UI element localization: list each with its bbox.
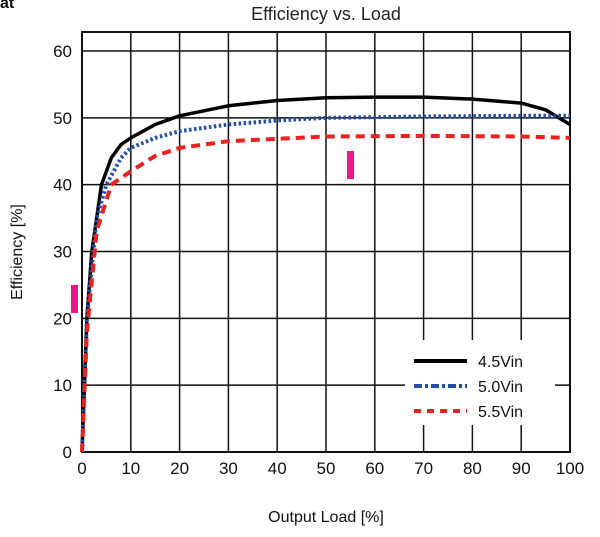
y-tick-label: 10	[53, 376, 72, 395]
series-lines	[80, 95, 571, 453]
x-tick-label: 100	[556, 459, 584, 478]
x-tick-label: 0	[77, 459, 86, 478]
legend-label: 5.5Vin	[478, 404, 523, 421]
x-tick-label: 40	[268, 459, 287, 478]
x-tick-label: 70	[414, 459, 433, 478]
y-tick-label: 60	[53, 42, 72, 61]
x-tick-label: 10	[121, 459, 140, 478]
y-tick-label: 20	[53, 309, 72, 328]
y-tick-label: 30	[53, 243, 72, 262]
y-tick-label: 50	[53, 109, 72, 128]
y-tick-label: 0	[63, 443, 72, 462]
y-axis-label: Efficiency [%]	[9, 204, 26, 300]
chart-title: Efficiency vs. Load	[251, 4, 401, 24]
x-tick-label: 90	[512, 459, 531, 478]
annotation-marker	[347, 151, 354, 179]
series-line-5-0vin	[80, 113, 570, 453]
legend-label: 5.0Vin	[478, 379, 523, 396]
legend: 4.5Vin 5.0Vin 5.5Vin	[405, 340, 555, 425]
legend-label: 4.5Vin	[478, 354, 523, 371]
x-tick-label: 80	[463, 459, 482, 478]
series-line-5-5vin	[80, 133, 571, 453]
annotation-marker	[71, 285, 78, 313]
x-tick-label: 50	[317, 459, 336, 478]
x-tick-label: 60	[365, 459, 384, 478]
corner-text: at	[0, 0, 15, 12]
x-axis-label: Output Load [%]	[268, 509, 384, 526]
y-tick-label: 40	[53, 176, 72, 195]
tick-labels: 0 10 20 30 40 50 60 70 80 90 100 0 10 20 30 40 50 60	[53, 42, 584, 478]
series-line-4-5vin	[80, 95, 571, 453]
x-tick-label: 30	[219, 459, 238, 478]
x-tick-label: 20	[170, 459, 189, 478]
